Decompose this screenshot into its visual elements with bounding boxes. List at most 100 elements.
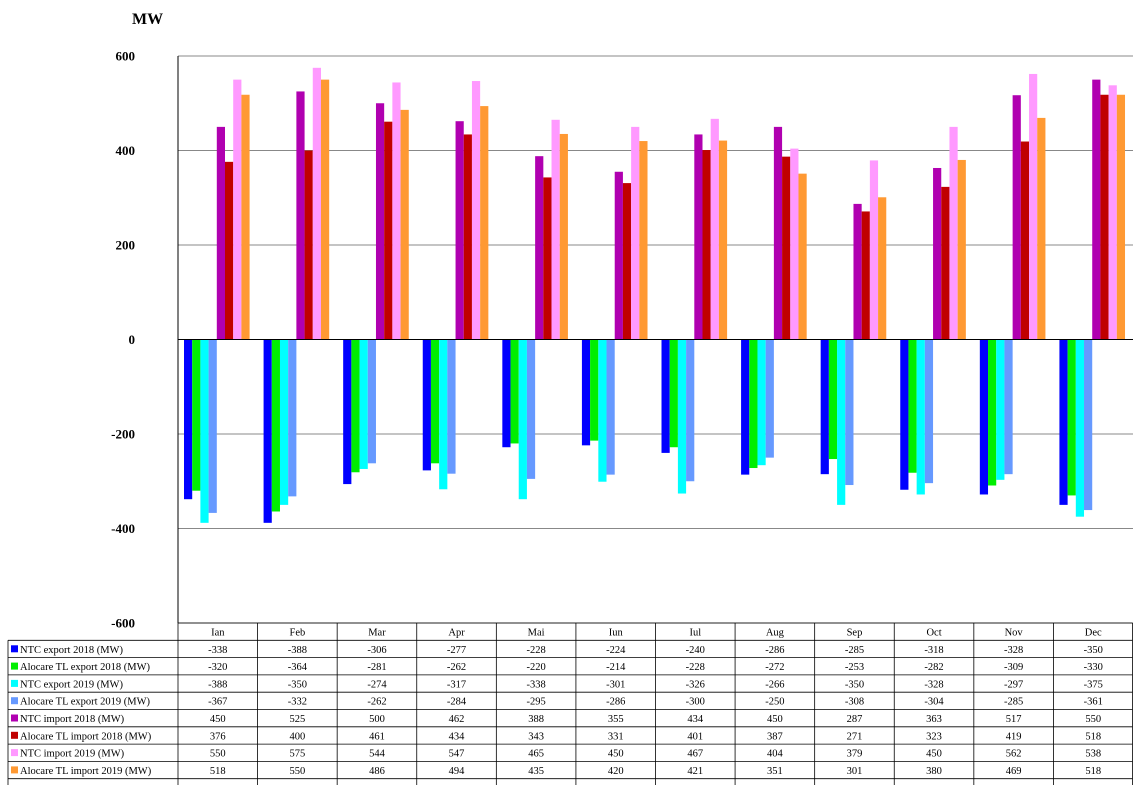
table-cell: -224 bbox=[606, 645, 626, 656]
bar bbox=[439, 339, 448, 490]
bar bbox=[422, 339, 431, 471]
bar bbox=[320, 79, 330, 340]
bar bbox=[271, 339, 280, 512]
table-cell: 494 bbox=[449, 766, 466, 777]
bar bbox=[702, 150, 711, 340]
table-cell: 301 bbox=[847, 766, 863, 777]
legend-label: Alocare TL import 2018 (MW) bbox=[20, 731, 152, 742]
table-cell: 538 bbox=[1085, 749, 1101, 760]
bar bbox=[208, 339, 217, 513]
category-label: Aug bbox=[766, 628, 785, 639]
bar bbox=[828, 339, 838, 460]
bar bbox=[535, 156, 544, 340]
bar bbox=[631, 126, 640, 340]
table-cell: -285 bbox=[1004, 697, 1023, 708]
table-cell: 331 bbox=[608, 731, 624, 742]
legend-swatch bbox=[11, 645, 18, 653]
table-cell: -286 bbox=[606, 697, 625, 708]
category-label: Ian bbox=[211, 628, 225, 639]
table-cell: 363 bbox=[926, 714, 942, 725]
table-cell: -295 bbox=[527, 697, 546, 708]
bar bbox=[782, 156, 791, 340]
bar bbox=[279, 339, 289, 505]
bar bbox=[343, 339, 352, 485]
table-cell: -220 bbox=[527, 662, 546, 673]
table-cell: 461 bbox=[369, 731, 385, 742]
table-cell: 287 bbox=[847, 714, 863, 725]
bar bbox=[1092, 79, 1101, 340]
table-cell: 343 bbox=[528, 731, 544, 742]
bar bbox=[606, 339, 615, 475]
table-cell: 469 bbox=[1006, 766, 1022, 777]
bar bbox=[686, 339, 695, 482]
bar bbox=[598, 339, 607, 482]
table-cell: 465 bbox=[528, 749, 544, 760]
y-tick-label: 400 bbox=[116, 143, 136, 158]
category-label: Sep bbox=[847, 628, 863, 639]
bar bbox=[590, 339, 599, 441]
table-cell: 575 bbox=[290, 749, 306, 760]
category-label: Apr bbox=[448, 628, 465, 639]
bar bbox=[749, 339, 758, 469]
table-cell: 271 bbox=[847, 731, 863, 742]
data-table: Ian Feb Mar Apr Mai Iun Iul Aug Sep Oct Nov Dec NTC … bbox=[7, 622, 1133, 785]
table-cell: -320 bbox=[208, 662, 227, 673]
table-cell: 518 bbox=[1085, 731, 1101, 742]
table-cell: -364 bbox=[288, 662, 308, 673]
table-cell: 388 bbox=[528, 714, 544, 725]
table-cell: -338 bbox=[208, 645, 227, 656]
table-cell: -317 bbox=[447, 679, 466, 690]
table-cell: -272 bbox=[765, 662, 784, 673]
bar bbox=[614, 171, 623, 340]
bar bbox=[447, 339, 456, 474]
bar bbox=[669, 339, 678, 448]
table-cell: -330 bbox=[1084, 662, 1103, 673]
bar bbox=[941, 186, 950, 340]
bar bbox=[1067, 339, 1076, 496]
table-cell: 550 bbox=[210, 749, 226, 760]
bar bbox=[1004, 339, 1013, 475]
table-cell: 379 bbox=[847, 749, 863, 760]
bar bbox=[957, 159, 966, 340]
y-tick-label: -200 bbox=[111, 427, 135, 442]
bar bbox=[710, 118, 719, 340]
table-cell: -284 bbox=[447, 697, 467, 708]
category-label: Dec bbox=[1085, 628, 1102, 639]
table-cell: -328 bbox=[1004, 645, 1023, 656]
bar bbox=[869, 160, 879, 340]
table-cell: -350 bbox=[1084, 645, 1103, 656]
table-cell: 450 bbox=[210, 714, 226, 725]
y-axis-unit-label: MW bbox=[132, 11, 163, 28]
table-cell: 419 bbox=[1006, 731, 1022, 742]
table-cell: 401 bbox=[687, 731, 703, 742]
bar bbox=[241, 94, 250, 340]
y-tick-label: -400 bbox=[111, 521, 135, 536]
category-label: Iul bbox=[689, 628, 701, 639]
bar bbox=[384, 121, 393, 340]
bar bbox=[694, 134, 703, 340]
bar bbox=[757, 339, 766, 466]
bar bbox=[463, 134, 472, 340]
bar bbox=[455, 121, 464, 340]
bar bbox=[1116, 94, 1126, 340]
bar bbox=[718, 140, 728, 340]
bar bbox=[392, 82, 401, 340]
table-cell: -266 bbox=[765, 679, 784, 690]
legend-label: Alocare TL export 2019 (MW) bbox=[20, 697, 151, 708]
table-cell: 462 bbox=[449, 714, 465, 725]
legend-label: Alocare TL import 2019 (MW) bbox=[20, 766, 152, 777]
bar bbox=[845, 339, 854, 486]
legend-swatch bbox=[11, 714, 18, 722]
bar bbox=[296, 91, 305, 340]
y-axis: MW 600 400 200 0 -200 -400 -600 bbox=[111, 11, 179, 631]
bar bbox=[192, 339, 201, 491]
table-cell: 387 bbox=[767, 731, 783, 742]
table-cell: -282 bbox=[924, 662, 943, 673]
table-cell: -253 bbox=[845, 662, 864, 673]
table-cell: -285 bbox=[845, 645, 864, 656]
legend-label: NTC import 2019 (MW) bbox=[20, 749, 125, 760]
bar bbox=[502, 339, 511, 448]
bar bbox=[924, 339, 934, 484]
legend-swatch bbox=[11, 662, 18, 670]
table-cell: 376 bbox=[210, 731, 226, 742]
